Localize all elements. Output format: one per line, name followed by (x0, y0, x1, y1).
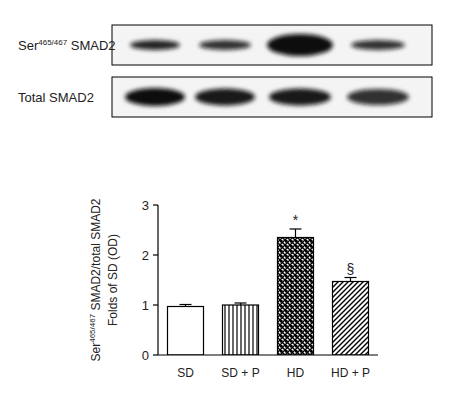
blot-bands (125, 88, 409, 106)
y-axis (157, 205, 158, 355)
bar (333, 282, 369, 356)
y-tick (153, 304, 158, 305)
error-bar (290, 229, 302, 238)
blot-panel (112, 77, 432, 117)
y-tick-label: 1 (142, 298, 149, 313)
annotation: * (293, 212, 299, 228)
x-axis (158, 354, 378, 355)
bars (168, 229, 369, 355)
x-tick-label: HD (287, 366, 305, 380)
y-tick-label: 3 (142, 198, 149, 213)
error-bar (345, 278, 357, 282)
blot-panel (112, 25, 432, 65)
band (269, 89, 331, 106)
band (195, 89, 255, 106)
y-tick (153, 354, 158, 355)
band (130, 40, 180, 50)
y-tick-label: 0 (142, 348, 149, 363)
y-tick (153, 254, 158, 255)
bar (223, 305, 259, 355)
x-tick-label: SD + P (221, 366, 259, 380)
blot-bands (130, 34, 405, 56)
y-tick (153, 204, 158, 205)
bar (168, 307, 204, 356)
bar (278, 238, 314, 356)
blot-label: Ser465/467 SMAD2 (18, 38, 116, 53)
band (125, 88, 185, 106)
band (347, 89, 409, 105)
y-tick-label: 2 (142, 248, 149, 263)
annotation: § (347, 261, 355, 277)
error-bar (180, 305, 192, 307)
x-tick-label: SD (177, 366, 194, 380)
x-tick-label: HD + P (331, 366, 370, 380)
error-bar (235, 303, 247, 305)
blot-label: Total SMAD2 (18, 90, 94, 105)
figure: Ser465/467 SMAD2 Total SMAD2 0 1 2 3 SD SD + P H… (0, 0, 474, 399)
y-axis-label: Folds of SD (OD) (106, 234, 120, 326)
band (199, 40, 251, 50)
y-axis-label: Ser465/467 SMAD2/total SMAD2 (88, 198, 103, 361)
band (267, 34, 333, 56)
band (351, 40, 405, 50)
